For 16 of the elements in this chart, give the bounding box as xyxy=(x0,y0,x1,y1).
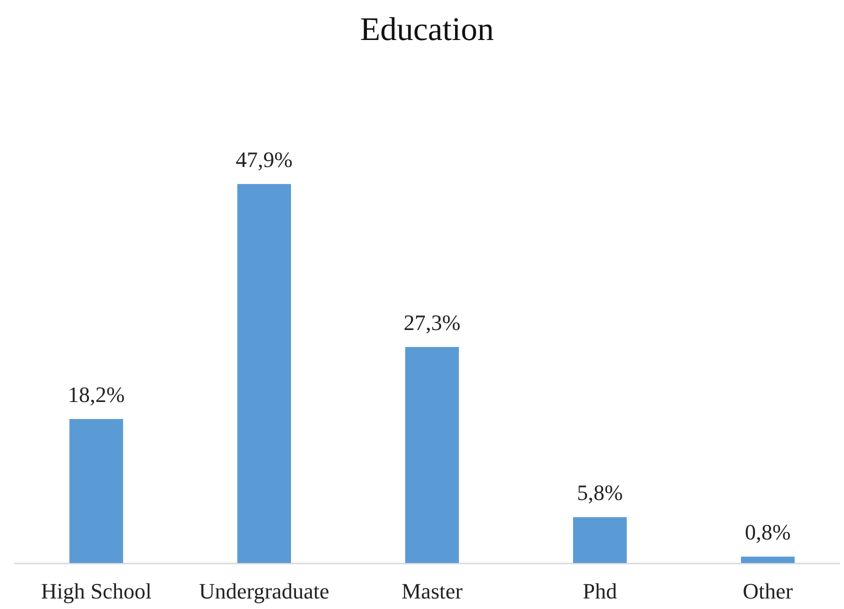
bar xyxy=(405,346,459,563)
x-tick-label: Undergraduate xyxy=(198,578,330,604)
bar xyxy=(237,184,292,563)
x-tick-label: Phd xyxy=(582,578,618,604)
chart-title: Education xyxy=(360,12,494,48)
data-label: 18,2% xyxy=(68,382,125,407)
x-tick-label: Master xyxy=(401,578,464,604)
data-label: 0,8% xyxy=(744,520,791,545)
bar xyxy=(740,556,795,563)
data-label: 47,9% xyxy=(236,147,293,172)
bar xyxy=(69,418,124,563)
x-tick-label: High School xyxy=(40,578,152,604)
bar xyxy=(573,517,627,563)
data-label: 5,8% xyxy=(577,480,623,506)
data-label: 27,3% xyxy=(404,310,460,335)
x-tick-label: Other xyxy=(742,578,794,604)
